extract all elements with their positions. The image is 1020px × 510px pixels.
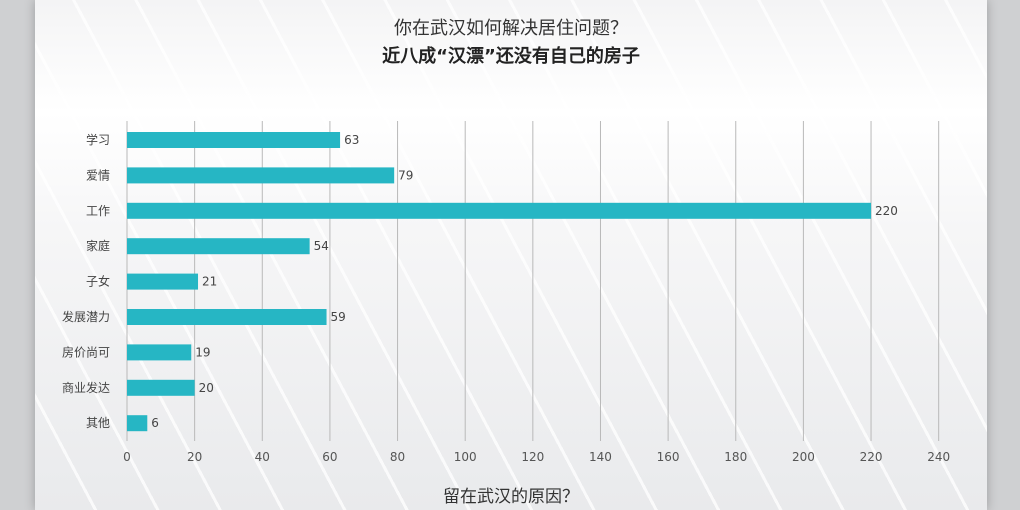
gridlines (126, 121, 940, 441)
footer-question: 留在武汉的原因？ (443, 487, 579, 507)
bar-0 (127, 132, 341, 148)
bar-6 (127, 344, 192, 361)
category-label: 发展潜力 (62, 309, 110, 324)
value-label: 59 (331, 310, 346, 324)
value-label: 6 (151, 416, 159, 430)
x-tick-label: 100 (454, 450, 477, 464)
category-label: 家庭 (86, 238, 110, 253)
value-labels: 63 79 220 54 21 59 19 20 6 (151, 133, 898, 430)
value-label: 79 (398, 168, 413, 182)
x-tick-label: 180 (724, 450, 747, 464)
value-label: 19 (195, 345, 210, 359)
bar-2 (127, 202, 872, 219)
x-tick-label: 0 (123, 450, 131, 464)
category-label: 其他 (86, 416, 110, 430)
bar-4 (127, 273, 199, 290)
background-stripes (35, 0, 987, 510)
category-label: 子女 (86, 274, 110, 289)
x-tick-label: 120 (521, 450, 544, 464)
x-tick-label: 20 (187, 450, 202, 464)
value-label: 21 (202, 275, 217, 289)
x-tick-label: 80 (390, 450, 405, 464)
bar-5 (127, 309, 327, 325)
category-label: 爱情 (86, 168, 110, 182)
chart-subtitle: 近八成“汉漂”还没有自己的房子 (382, 46, 640, 67)
x-tick-labels: 0 20 40 60 80 100 120 140 160 180 200 220 240 (123, 450, 950, 464)
x-tick-label: 240 (927, 450, 950, 464)
category-label: 商业发达 (62, 380, 110, 395)
value-label: 63 (344, 133, 359, 147)
chart-title: 你在武汉如何解决居住问题？ (394, 18, 628, 39)
x-tick-label: 40 (255, 450, 270, 464)
category-label: 工作 (86, 204, 110, 218)
chart-panel: 你在武汉如何解决居住问题？ 近八成“汉漂”还没有自己的房子 学习爱情工作家庭子女… (35, 0, 987, 510)
value-label: 20 (199, 381, 214, 395)
bars (127, 132, 872, 432)
x-tick-label: 160 (657, 450, 680, 464)
x-tick-label: 200 (792, 450, 815, 464)
x-tick-label: 220 (860, 450, 883, 464)
value-label: 54 (314, 239, 329, 253)
bar-8 (127, 415, 148, 432)
bar-7 (127, 379, 195, 396)
bar-3 (127, 238, 310, 255)
value-label: 220 (875, 204, 898, 218)
x-tick-label: 60 (322, 450, 337, 464)
category-label: 房价尚可 (62, 344, 110, 359)
x-tick-label: 140 (589, 450, 612, 464)
bar-1 (127, 167, 395, 184)
category-label: 学习 (86, 132, 110, 147)
